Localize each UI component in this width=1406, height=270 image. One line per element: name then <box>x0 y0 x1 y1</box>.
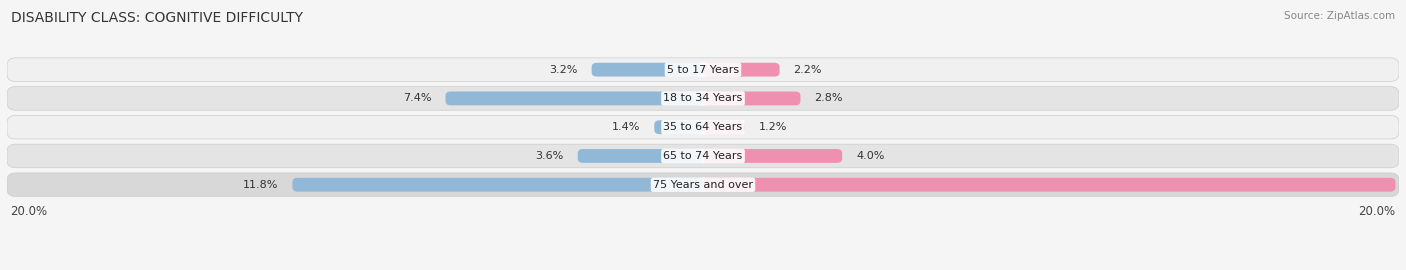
Text: 75 Years and over: 75 Years and over <box>652 180 754 190</box>
FancyBboxPatch shape <box>703 92 800 105</box>
Text: 11.8%: 11.8% <box>243 180 278 190</box>
FancyBboxPatch shape <box>446 92 703 105</box>
FancyBboxPatch shape <box>654 120 703 134</box>
Text: 3.2%: 3.2% <box>550 65 578 75</box>
FancyBboxPatch shape <box>703 120 745 134</box>
Text: 2.2%: 2.2% <box>793 65 823 75</box>
Text: 18 to 34 Years: 18 to 34 Years <box>664 93 742 103</box>
Text: 3.6%: 3.6% <box>536 151 564 161</box>
Text: 35 to 64 Years: 35 to 64 Years <box>664 122 742 132</box>
Text: Source: ZipAtlas.com: Source: ZipAtlas.com <box>1284 11 1395 21</box>
Text: DISABILITY CLASS: COGNITIVE DIFFICULTY: DISABILITY CLASS: COGNITIVE DIFFICULTY <box>11 11 304 25</box>
FancyBboxPatch shape <box>7 144 1399 168</box>
FancyBboxPatch shape <box>7 173 1399 197</box>
FancyBboxPatch shape <box>292 178 703 192</box>
Text: 5 to 17 Years: 5 to 17 Years <box>666 65 740 75</box>
FancyBboxPatch shape <box>7 87 1399 110</box>
FancyBboxPatch shape <box>592 63 703 77</box>
FancyBboxPatch shape <box>703 178 1396 192</box>
Text: 1.4%: 1.4% <box>612 122 640 132</box>
FancyBboxPatch shape <box>7 58 1399 82</box>
Legend: Male, Female: Male, Female <box>637 269 769 270</box>
FancyBboxPatch shape <box>578 149 703 163</box>
FancyBboxPatch shape <box>703 149 842 163</box>
FancyBboxPatch shape <box>7 115 1399 139</box>
Text: 65 to 74 Years: 65 to 74 Years <box>664 151 742 161</box>
Text: 4.0%: 4.0% <box>856 151 884 161</box>
Text: 1.2%: 1.2% <box>759 122 787 132</box>
FancyBboxPatch shape <box>703 63 779 77</box>
Text: 20.0%: 20.0% <box>10 205 48 218</box>
Text: 2.8%: 2.8% <box>814 93 842 103</box>
Text: 20.0%: 20.0% <box>1358 205 1396 218</box>
Text: 7.4%: 7.4% <box>404 93 432 103</box>
